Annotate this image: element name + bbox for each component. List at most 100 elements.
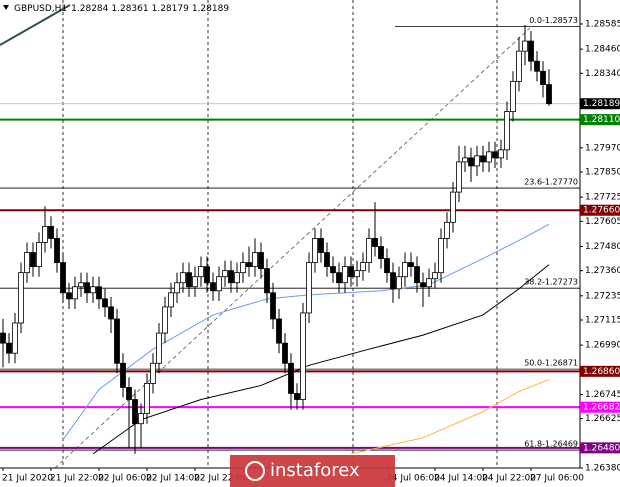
candle-body xyxy=(420,282,426,288)
x-tick-label: 21 Jul 2020 xyxy=(2,474,53,484)
candle-body xyxy=(246,262,252,268)
candle-body xyxy=(474,155,480,167)
candle-body xyxy=(432,272,438,280)
level-tag-label: 1.26480 xyxy=(583,443,620,453)
fib-label: 61.8-1.26469 xyxy=(524,440,578,449)
candle-body xyxy=(486,151,492,163)
candle-body xyxy=(360,262,366,272)
candle-body xyxy=(18,272,24,324)
candle-body xyxy=(408,262,414,268)
candle-body xyxy=(252,252,258,268)
candle-body xyxy=(426,278,432,288)
header-high: 1.28361 xyxy=(111,4,148,14)
level-tag-label: 1.27660 xyxy=(583,206,620,216)
trend-line xyxy=(0,4,71,46)
y-tick-label: 1.26380 xyxy=(585,464,620,474)
header-text: GBPUSD,H1 1.28284 1.28361 1.28179 1.28189 xyxy=(14,4,229,14)
watermark-box xyxy=(230,455,395,487)
header-icon xyxy=(3,5,9,10)
candle-body xyxy=(222,270,228,278)
watermark-logo xyxy=(245,461,265,481)
candle-body xyxy=(288,362,294,394)
candle-body xyxy=(300,312,306,400)
candle-body xyxy=(258,252,264,270)
candle-body xyxy=(138,413,144,425)
y-tick-label: 1.27480 xyxy=(585,242,620,252)
candle-body xyxy=(264,268,270,294)
candle-body xyxy=(144,383,150,415)
candle-body xyxy=(186,272,192,288)
candle-body xyxy=(396,276,402,290)
level-tag-label: 1.26860 xyxy=(583,367,620,377)
x-tick-label: 21 Jul 22:00 xyxy=(50,474,104,484)
candle-body xyxy=(270,292,276,320)
candle-body xyxy=(498,149,504,159)
candle-body xyxy=(456,161,462,193)
current-price-label: 1.28189 xyxy=(583,99,620,109)
candle-body xyxy=(510,80,516,112)
candle-body xyxy=(48,225,54,239)
candle-body xyxy=(216,276,222,292)
candle-body xyxy=(366,238,372,263)
candle-body xyxy=(114,318,120,364)
x-tick-label: 22 Jul 06:00 xyxy=(98,474,152,484)
candle-body xyxy=(480,155,486,163)
x-tick-label: 22 Jul 22:00 xyxy=(194,474,248,484)
candle-body xyxy=(240,262,246,274)
symbol: GBPUSD,H1 xyxy=(14,4,67,14)
candle-body xyxy=(162,306,168,334)
time-grid xyxy=(62,0,498,468)
x-tick-label: 24 Jul 14:00 xyxy=(434,474,488,484)
candle-body xyxy=(150,362,156,384)
candle-body xyxy=(318,238,324,253)
candle-body xyxy=(306,262,312,314)
candle-body xyxy=(390,272,396,290)
header-close: 1.28189 xyxy=(192,4,229,14)
candle-body xyxy=(156,332,162,364)
candle-body xyxy=(12,322,18,354)
level-tag xyxy=(580,401,620,413)
moving-average xyxy=(92,264,550,455)
y-tick-label: 1.27970 xyxy=(585,143,620,153)
candle-body xyxy=(372,238,378,247)
moving-average xyxy=(350,378,550,455)
y-tick-label: 1.28585 xyxy=(585,19,620,29)
candle-body xyxy=(378,246,384,259)
x-tick-label: 22 Jul 14:00 xyxy=(146,474,200,484)
candle-body xyxy=(210,282,216,292)
fib-label: 50.0-1.26871 xyxy=(524,359,578,368)
candle-body xyxy=(36,242,42,268)
candle-body xyxy=(84,282,90,294)
candle-body xyxy=(78,282,84,288)
candle-body xyxy=(444,221,450,239)
candle-body xyxy=(468,157,474,167)
fib-label: 23.6-1.27770 xyxy=(524,178,578,187)
candle-body xyxy=(90,286,96,294)
level-tag-label: 1.26682 xyxy=(583,403,620,413)
level-tag-label: 1.28110 xyxy=(583,115,620,125)
y-tick-label: 1.27115 xyxy=(585,315,620,325)
candle-body xyxy=(492,151,498,159)
candle-body xyxy=(30,252,36,268)
x-tick-label: 24 Jul 22:00 xyxy=(482,474,536,484)
level-tag xyxy=(580,114,620,126)
y-tick-label: 1.26625 xyxy=(585,414,620,424)
candle-body xyxy=(402,262,408,278)
candle-body xyxy=(126,387,132,400)
candle-body xyxy=(54,238,60,263)
candle-body xyxy=(174,282,180,294)
candle-body xyxy=(534,60,540,72)
candle-body xyxy=(108,306,114,320)
candle-body xyxy=(528,40,534,62)
candle-body xyxy=(324,252,330,268)
candle-body xyxy=(198,266,204,278)
level-tag xyxy=(580,365,620,377)
candle-body xyxy=(282,342,288,364)
y-tick-label: 1.26745 xyxy=(585,390,620,400)
y-tick-label: 1.27235 xyxy=(585,291,620,301)
candle-body xyxy=(96,286,102,300)
current-price-tag xyxy=(580,98,620,110)
watermark: instaforex xyxy=(230,455,395,487)
candle-body xyxy=(276,318,282,344)
